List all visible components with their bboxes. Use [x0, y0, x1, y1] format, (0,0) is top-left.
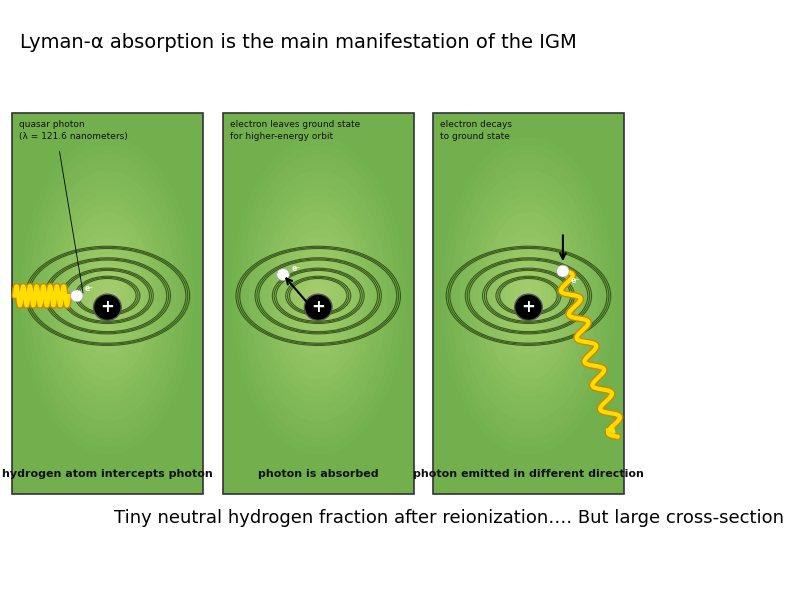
Text: photon is absorbed: photon is absorbed	[258, 469, 379, 478]
Ellipse shape	[80, 246, 135, 346]
Circle shape	[277, 269, 289, 281]
Ellipse shape	[102, 287, 112, 304]
Ellipse shape	[286, 237, 350, 355]
Ellipse shape	[304, 271, 332, 321]
Ellipse shape	[254, 178, 383, 413]
Text: e⁻: e⁻	[571, 276, 580, 285]
Ellipse shape	[441, 137, 615, 455]
Ellipse shape	[20, 137, 195, 455]
Ellipse shape	[515, 271, 542, 321]
Ellipse shape	[300, 262, 337, 330]
Text: electron decays
to ground state: electron decays to ground state	[441, 120, 512, 141]
Ellipse shape	[57, 203, 158, 388]
Text: +: +	[100, 298, 114, 317]
Ellipse shape	[48, 187, 167, 405]
Ellipse shape	[277, 220, 360, 371]
Circle shape	[71, 290, 83, 302]
Circle shape	[515, 294, 542, 320]
Ellipse shape	[487, 220, 570, 371]
Ellipse shape	[98, 279, 117, 312]
Ellipse shape	[240, 154, 396, 439]
Ellipse shape	[272, 212, 364, 380]
Ellipse shape	[483, 212, 574, 380]
Circle shape	[94, 294, 121, 320]
Text: +: +	[311, 298, 326, 317]
Ellipse shape	[506, 254, 551, 338]
Ellipse shape	[66, 220, 148, 371]
Ellipse shape	[309, 279, 327, 312]
Ellipse shape	[43, 178, 172, 413]
Ellipse shape	[61, 212, 153, 380]
Ellipse shape	[71, 229, 145, 363]
Ellipse shape	[473, 195, 584, 396]
Text: +: +	[522, 298, 535, 317]
Ellipse shape	[29, 154, 186, 439]
Ellipse shape	[478, 203, 579, 388]
Ellipse shape	[249, 170, 387, 421]
Bar	[222, 113, 414, 494]
Ellipse shape	[519, 279, 538, 312]
Ellipse shape	[52, 195, 163, 396]
Text: Lyman-α absorption is the main manifestation of the IGM: Lyman-α absorption is the main manifesta…	[20, 33, 576, 52]
Ellipse shape	[291, 246, 345, 346]
Ellipse shape	[259, 187, 378, 405]
Ellipse shape	[295, 254, 341, 338]
Circle shape	[557, 265, 569, 277]
Ellipse shape	[524, 287, 533, 304]
Ellipse shape	[84, 254, 130, 338]
Ellipse shape	[510, 262, 547, 330]
Ellipse shape	[75, 237, 140, 355]
Ellipse shape	[94, 271, 121, 321]
Ellipse shape	[16, 129, 199, 464]
Ellipse shape	[437, 129, 620, 464]
Bar	[433, 113, 624, 494]
Text: e⁻: e⁻	[85, 284, 94, 293]
Ellipse shape	[455, 162, 602, 430]
Text: hydrogen atom intercepts photon: hydrogen atom intercepts photon	[2, 469, 213, 478]
Ellipse shape	[314, 287, 323, 304]
Text: electron leaves ground state
for higher-energy orbit: electron leaves ground state for higher-…	[230, 120, 360, 141]
Ellipse shape	[226, 129, 410, 464]
Ellipse shape	[25, 145, 190, 447]
Ellipse shape	[89, 262, 125, 330]
Text: quasar photon
(λ = 121.6 nanometers): quasar photon (λ = 121.6 nanometers)	[19, 120, 128, 141]
Ellipse shape	[245, 162, 391, 430]
Ellipse shape	[468, 187, 588, 405]
Ellipse shape	[282, 229, 355, 363]
Ellipse shape	[464, 178, 593, 413]
Ellipse shape	[450, 154, 607, 439]
Text: photon emitted in different direction: photon emitted in different direction	[413, 469, 644, 478]
Ellipse shape	[268, 203, 368, 388]
Ellipse shape	[263, 195, 373, 396]
Ellipse shape	[491, 229, 565, 363]
Ellipse shape	[496, 237, 561, 355]
Bar	[12, 113, 203, 494]
Ellipse shape	[38, 170, 176, 421]
Text: e⁻: e⁻	[291, 264, 300, 273]
Ellipse shape	[236, 145, 401, 447]
Ellipse shape	[231, 137, 406, 455]
Text: Tiny neutral hydrogen fraction after reionization…. But large cross-section: Tiny neutral hydrogen fraction after rei…	[114, 509, 784, 527]
Ellipse shape	[34, 162, 181, 430]
Ellipse shape	[460, 170, 597, 421]
Ellipse shape	[445, 145, 611, 447]
Ellipse shape	[501, 246, 556, 346]
Circle shape	[304, 294, 332, 320]
